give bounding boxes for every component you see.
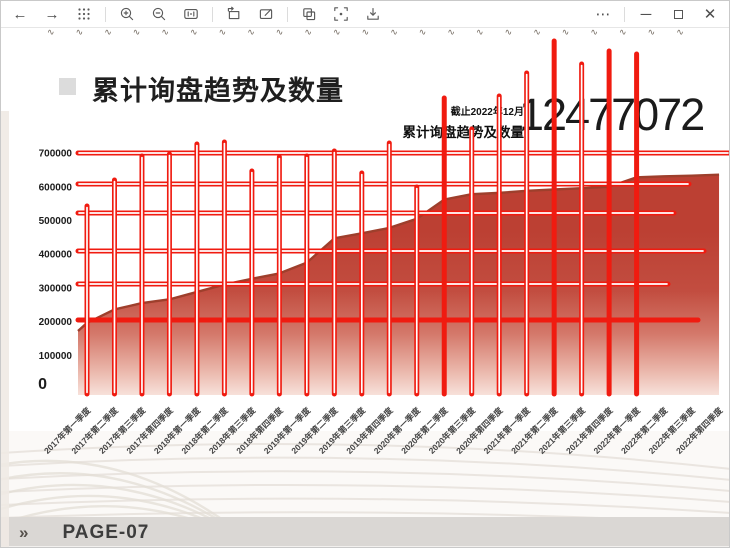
window-controls: ⋯ ─ ✕ <box>592 3 721 25</box>
ornament-glyph: ∿ <box>619 27 627 37</box>
area-series <box>78 174 720 395</box>
svg-text:2021年第二季度: 2021年第二季度 <box>509 405 560 456</box>
toolbar-separator <box>105 6 106 22</box>
svg-text:2022年第三季度: 2022年第三季度 <box>646 405 697 456</box>
ornament-glyph: ∿ <box>561 27 570 37</box>
toolbar-left: ← → <box>9 3 384 25</box>
svg-text:2020年第二季度: 2020年第二季度 <box>399 405 450 456</box>
svg-text:2019年第四季度: 2019年第四季度 <box>344 405 395 456</box>
svg-text:100000: 100000 <box>39 351 73 362</box>
ornament-glyph: ∿ <box>247 27 255 37</box>
svg-text:300000: 300000 <box>39 283 73 294</box>
zoom-out-icon[interactable] <box>148 3 170 25</box>
svg-text:2022年第四季度: 2022年第四季度 <box>674 405 725 456</box>
svg-text:2018年第一季度: 2018年第一季度 <box>152 405 203 456</box>
toolbar-separator <box>212 6 213 22</box>
toolbar-separator <box>287 6 288 22</box>
download-icon[interactable] <box>362 3 384 25</box>
toolbar-separator <box>624 6 625 22</box>
svg-text:2018年第三季度: 2018年第三季度 <box>207 405 258 456</box>
rotate-page-icon[interactable] <box>223 3 245 25</box>
copy-page-icon[interactable] <box>298 3 320 25</box>
thumbnail-view-icon[interactable] <box>180 3 202 25</box>
ornament-glyph: ∿ <box>132 27 141 37</box>
svg-text:2019年第一季度: 2019年第一季度 <box>262 405 313 456</box>
ornament-glyph: ∿ <box>361 27 370 37</box>
ornament-glyph: ∿ <box>476 27 484 37</box>
svg-text:2018年第四季度: 2018年第四季度 <box>234 405 285 456</box>
svg-text:0: 0 <box>38 376 47 393</box>
horizontal-red-bars <box>75 150 729 323</box>
svg-text:2022年第一季度: 2022年第一季度 <box>592 405 643 456</box>
ornament-glyph: ∿ <box>590 27 598 37</box>
toolbar: ← → <box>1 1 729 28</box>
forward-icon[interactable]: → <box>44 5 60 23</box>
svg-text:2021年第一季度: 2021年第一季度 <box>482 405 533 456</box>
ornament-glyph: ∿ <box>504 27 513 37</box>
svg-text:2020年第四季度: 2020年第四季度 <box>454 405 505 456</box>
fit-screen-icon[interactable] <box>330 3 352 25</box>
svg-text:2017年第三季度: 2017年第三季度 <box>97 405 148 456</box>
ornament-glyph: ∿ <box>190 27 198 37</box>
back-icon[interactable]: ← <box>12 5 28 23</box>
footer: » PAGE-07 <box>1 516 729 547</box>
as-of-date: 截止2022年12月 <box>450 107 524 118</box>
svg-text:2017年第一季度: 2017年第一季度 <box>42 405 93 456</box>
title-bullet-icon <box>59 78 76 95</box>
svg-text:2021年第四季度: 2021年第四季度 <box>564 405 615 456</box>
minimize-icon[interactable]: ─ <box>640 5 652 23</box>
ornament-glyph: ∿ <box>418 27 427 37</box>
svg-text:2020年第一季度: 2020年第一季度 <box>372 405 423 456</box>
grid-view-icon[interactable] <box>73 3 95 25</box>
edit-annotate-icon[interactable] <box>255 3 277 25</box>
ornament-glyph: ∿ <box>161 27 169 37</box>
svg-text:700000: 700000 <box>39 149 73 160</box>
ornament-glyph: ∿ <box>47 27 55 37</box>
ornament-glyph: ∿ <box>218 27 227 37</box>
metric-label: 累计询盘趋势及数量 <box>402 125 525 140</box>
more-options-icon[interactable]: ⋯ <box>595 6 611 23</box>
title-row: 累计询盘趋势及数量 <box>59 69 344 108</box>
ornament-glyph: ∿ <box>75 27 84 37</box>
footer-marker: » <box>19 522 29 542</box>
slide-canvas[interactable]: ∿ ∿ ∿ ∿ ∿ ∿ ∿ ∿ ∿ ∿ ∿ ∿ ∿ ∿ ∿ ∿ ∿ ∿ ∿ ∿ ∿ ∿ ∿ 累计询盘趋势及数量 截止2022… <box>1 27 729 547</box>
svg-text:2018年第二季度: 2018年第二季度 <box>179 405 230 456</box>
svg-text:2017年第二季度: 2017年第二季度 <box>69 405 120 456</box>
x-axis-labels: 2017年第一季度2017年第二季度2017年第三季度2017年第四季度2018… <box>42 405 725 456</box>
svg-text:2022年第二季度: 2022年第二季度 <box>619 405 670 456</box>
ornament-glyph: ∿ <box>390 27 398 37</box>
svg-text:2019年第三季度: 2019年第三季度 <box>317 405 368 456</box>
svg-text:2021年第三季度: 2021年第三季度 <box>537 405 588 456</box>
close-icon[interactable]: ✕ <box>703 6 717 23</box>
ornament-glyph: ∿ <box>447 27 455 37</box>
slide-title: 累计询盘趋势及数量 <box>92 76 344 106</box>
svg-text:400000: 400000 <box>39 250 73 261</box>
ornament-glyph: ∿ <box>275 27 284 37</box>
ornament-glyph: ∿ <box>676 27 684 37</box>
ornament-glyph: ∿ <box>104 27 112 37</box>
maximize-icon[interactable] <box>667 3 689 25</box>
zoom-in-icon[interactable] <box>116 3 138 25</box>
page-label: PAGE-07 <box>62 521 150 543</box>
svg-text:600000: 600000 <box>39 182 73 193</box>
svg-text:2019年第二季度: 2019年第二季度 <box>289 405 340 456</box>
svg-text:500000: 500000 <box>39 216 73 227</box>
ornament-glyph: ∿ <box>647 27 656 37</box>
ornament-glyph: ∿ <box>333 27 341 37</box>
ornament-glyph: ∿ <box>304 27 312 37</box>
svg-text:2017年第四季度: 2017年第四季度 <box>124 405 175 456</box>
ornament-glyph: ∿ <box>533 27 541 37</box>
metric-value: 12477072 <box>519 89 705 140</box>
svg-text:2020年第三季度: 2020年第三季度 <box>427 405 478 456</box>
svg-text:200000: 200000 <box>39 317 73 328</box>
y-axis-labels: 700000 600000 500000 400000 300000 200000 1000… <box>38 149 72 393</box>
